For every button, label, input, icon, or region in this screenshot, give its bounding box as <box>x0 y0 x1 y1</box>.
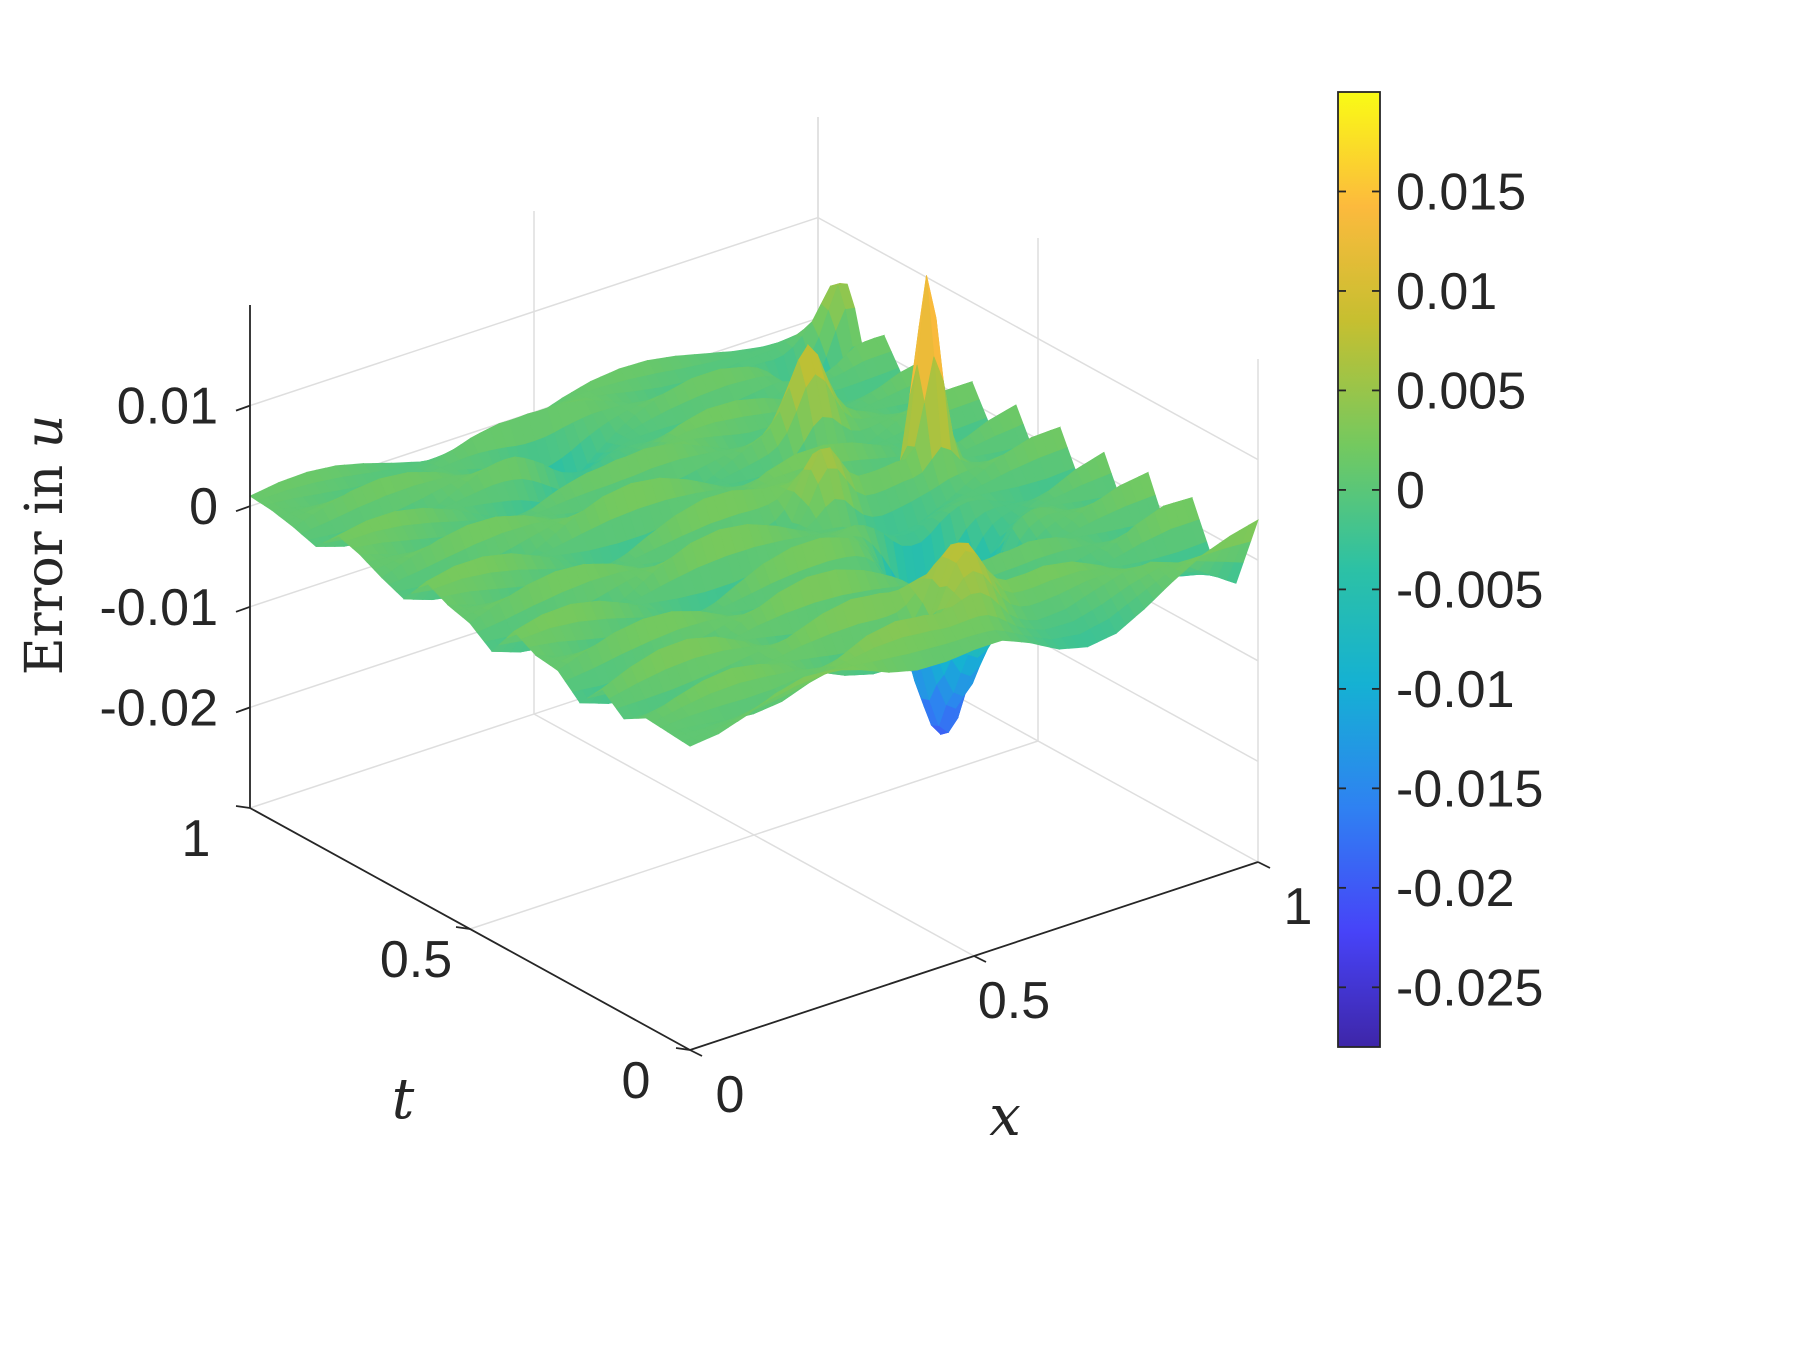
grid-line-t-floor <box>469 740 1039 930</box>
x-tick-mark <box>1257 861 1271 869</box>
t-tick-mark <box>455 926 471 930</box>
colorbar-tick-label: -0.01 <box>1396 661 1515 719</box>
axes <box>235 305 1271 1057</box>
x-axis-label: x <box>989 1084 1021 1149</box>
colorbar: 0.015 0.01 0.005 0 -0.005 -0.01 -0.015 -0.02 -0.… <box>1337 91 1543 1048</box>
z-axis-label: Error in u <box>15 415 75 676</box>
t-tick-mark <box>235 805 251 809</box>
x-tick-label: 0 <box>716 1066 745 1124</box>
colorbar-tick-label: -0.025 <box>1396 959 1543 1017</box>
x-tick-label: 1 <box>1284 878 1313 936</box>
surface-patch <box>681 737 701 747</box>
x-tick-labels: 00.51 <box>716 878 1313 1124</box>
x-tick-label: 0.5 <box>978 972 1050 1030</box>
colorbar-tick-label: 0 <box>1396 462 1425 520</box>
colorbar-tick-label: -0.005 <box>1396 561 1543 619</box>
t-tick-label: 0.5 <box>380 931 452 989</box>
z-tick-label: -0.01 <box>99 579 218 637</box>
colorbar-tick-label: -0.015 <box>1396 760 1543 818</box>
z-tick-label: -0.02 <box>99 679 218 737</box>
t-tick-label: 1 <box>182 810 211 868</box>
t-tick-mark <box>675 1047 691 1051</box>
z-tick-label: 0 <box>189 478 218 536</box>
colorbar-tick-labels: 0.015 0.01 0.005 0 -0.005 -0.01 -0.015 -0.02 -0.… <box>1338 163 1543 1017</box>
colorbar-tick-label: -0.02 <box>1396 860 1515 918</box>
colorbar-gradient <box>1337 91 1381 1048</box>
z-tick-mark <box>235 605 251 613</box>
z-tick-mark <box>235 706 251 714</box>
t-tick-label: 0 <box>622 1052 651 1110</box>
z-tick-label: 0.01 <box>117 378 218 436</box>
colorbar-tick-label: 0.005 <box>1396 362 1526 420</box>
colorbar-tick-label: 0.01 <box>1396 263 1497 321</box>
x-tick-mark <box>689 1049 703 1057</box>
surface <box>249 275 1259 747</box>
z-tick-mark <box>235 404 251 412</box>
colorbar-tick-label: 0.015 <box>1396 163 1526 221</box>
z-tick-mark <box>235 505 251 513</box>
z-tick-labels: 0.01 0 -0.01 -0.02 <box>99 378 218 738</box>
t-tick-labels: 00.51 <box>182 810 651 1110</box>
x-tick-mark <box>973 955 987 963</box>
t-axis-label: t <box>392 1067 415 1132</box>
